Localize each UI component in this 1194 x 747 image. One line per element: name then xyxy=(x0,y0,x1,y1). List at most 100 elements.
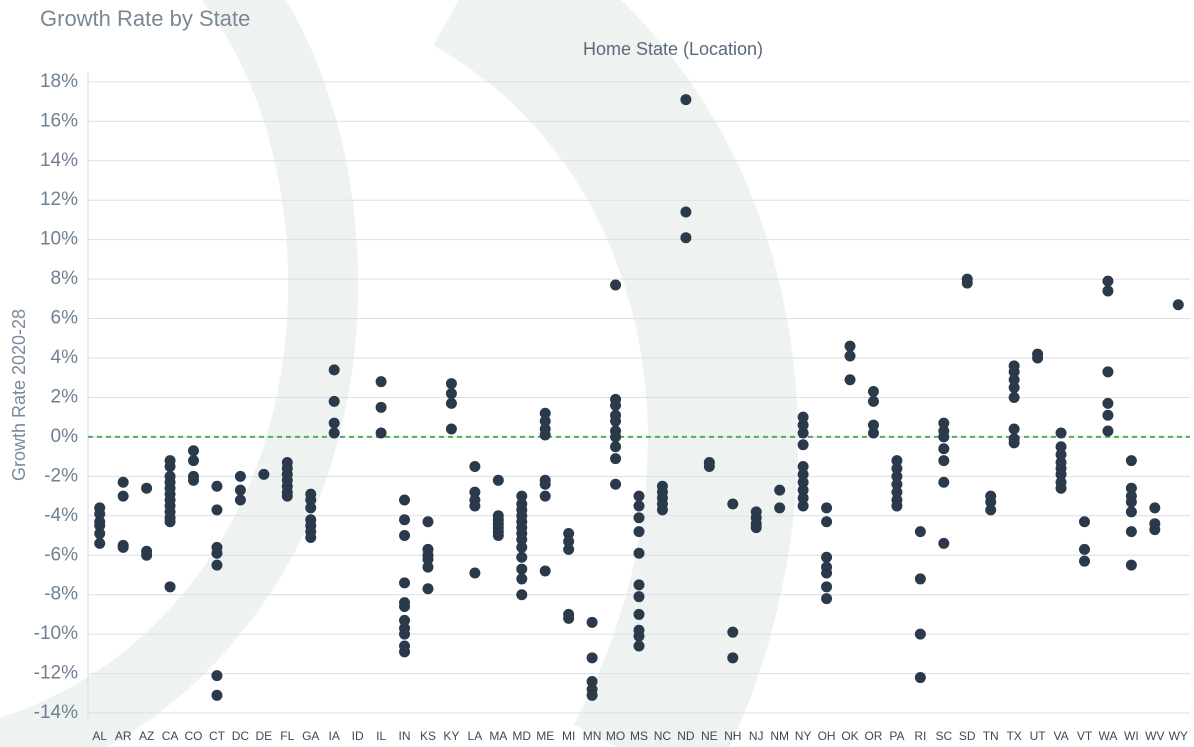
dot xyxy=(914,526,926,538)
y-tick-label: -10% xyxy=(34,623,78,644)
dot xyxy=(94,508,106,520)
dot xyxy=(610,399,622,411)
x-tick-label: IN xyxy=(399,729,411,743)
dot xyxy=(399,530,411,542)
dot xyxy=(422,553,434,565)
dot xyxy=(539,415,551,427)
dot xyxy=(469,500,481,512)
dot xyxy=(1078,516,1090,528)
x-tick-label: ID xyxy=(352,729,364,743)
dot xyxy=(305,532,317,544)
dot xyxy=(1055,441,1067,453)
x-tick-label: MN xyxy=(583,729,602,743)
dot xyxy=(938,443,950,455)
x-tick-label: ND xyxy=(677,729,695,743)
dot xyxy=(539,490,551,502)
dot xyxy=(821,593,833,605)
dot xyxy=(1055,427,1067,439)
chart-title: Growth Rate by State xyxy=(40,6,250,31)
dot xyxy=(1125,455,1137,467)
dot xyxy=(586,675,598,687)
dot xyxy=(1032,352,1044,364)
dot xyxy=(633,608,645,620)
y-tick-label: 16% xyxy=(40,110,78,131)
dot xyxy=(399,577,411,589)
dot xyxy=(328,364,340,376)
dot xyxy=(961,277,973,289)
dot xyxy=(633,500,645,512)
dot xyxy=(938,417,950,429)
dot xyxy=(914,672,926,684)
dot xyxy=(422,561,434,573)
dot xyxy=(867,386,879,398)
dot xyxy=(563,612,575,624)
x-tick-label: SC xyxy=(935,729,952,743)
dot xyxy=(610,478,622,490)
dot xyxy=(727,652,739,664)
y-tick-label: 18% xyxy=(40,71,78,92)
dot xyxy=(610,441,622,453)
dot xyxy=(1078,543,1090,555)
x-tick-label: NE xyxy=(701,729,718,743)
dot xyxy=(1125,506,1137,518)
x-tick-label: NC xyxy=(654,729,672,743)
dot xyxy=(399,614,411,626)
dot xyxy=(891,462,903,474)
dot xyxy=(258,468,270,480)
dot xyxy=(445,378,457,390)
dot xyxy=(211,480,223,492)
x-tick-label: FL xyxy=(280,729,294,743)
x-tick-label: TN xyxy=(983,729,999,743)
dot xyxy=(375,376,387,388)
dot xyxy=(563,535,575,547)
x-tick-label: LA xyxy=(468,729,483,743)
dot xyxy=(117,476,129,488)
y-tick-label: -14% xyxy=(34,702,78,723)
x-tick-label: RI xyxy=(914,729,926,743)
x-tick-label: ME xyxy=(536,729,554,743)
dot xyxy=(563,528,575,540)
dot xyxy=(985,504,997,516)
dot xyxy=(985,496,997,508)
dot xyxy=(797,476,809,488)
dot xyxy=(516,589,528,601)
dot xyxy=(633,591,645,603)
dot xyxy=(867,427,879,439)
x-tick-label: SD xyxy=(959,729,976,743)
x-tick-label: KS xyxy=(420,729,436,743)
dot xyxy=(1125,496,1137,508)
dot xyxy=(938,455,950,467)
dot xyxy=(1125,482,1137,494)
dot xyxy=(703,460,715,472)
dot xyxy=(141,482,153,494)
dot xyxy=(610,415,622,427)
dot xyxy=(1055,468,1067,480)
dot xyxy=(891,500,903,512)
dot xyxy=(680,232,692,244)
dot xyxy=(821,581,833,593)
dot xyxy=(586,652,598,664)
dot xyxy=(375,427,387,439)
dot xyxy=(938,537,950,549)
x-tick-label: AZ xyxy=(139,729,154,743)
dot xyxy=(914,628,926,640)
x-tick-label: AL xyxy=(92,729,107,743)
dot xyxy=(492,474,504,486)
dot xyxy=(328,395,340,407)
dot xyxy=(211,689,223,701)
dot xyxy=(164,460,176,472)
x-tick-label: CA xyxy=(162,729,179,743)
dot xyxy=(399,514,411,526)
dot xyxy=(1008,382,1020,394)
dot xyxy=(1078,555,1090,567)
dot xyxy=(492,530,504,542)
dot xyxy=(797,500,809,512)
dot xyxy=(797,484,809,496)
x-tick-label: MA xyxy=(489,729,507,743)
dot xyxy=(164,516,176,528)
dot xyxy=(1125,526,1137,538)
dot xyxy=(586,616,598,628)
dot xyxy=(305,494,317,506)
dot xyxy=(1102,425,1114,437)
